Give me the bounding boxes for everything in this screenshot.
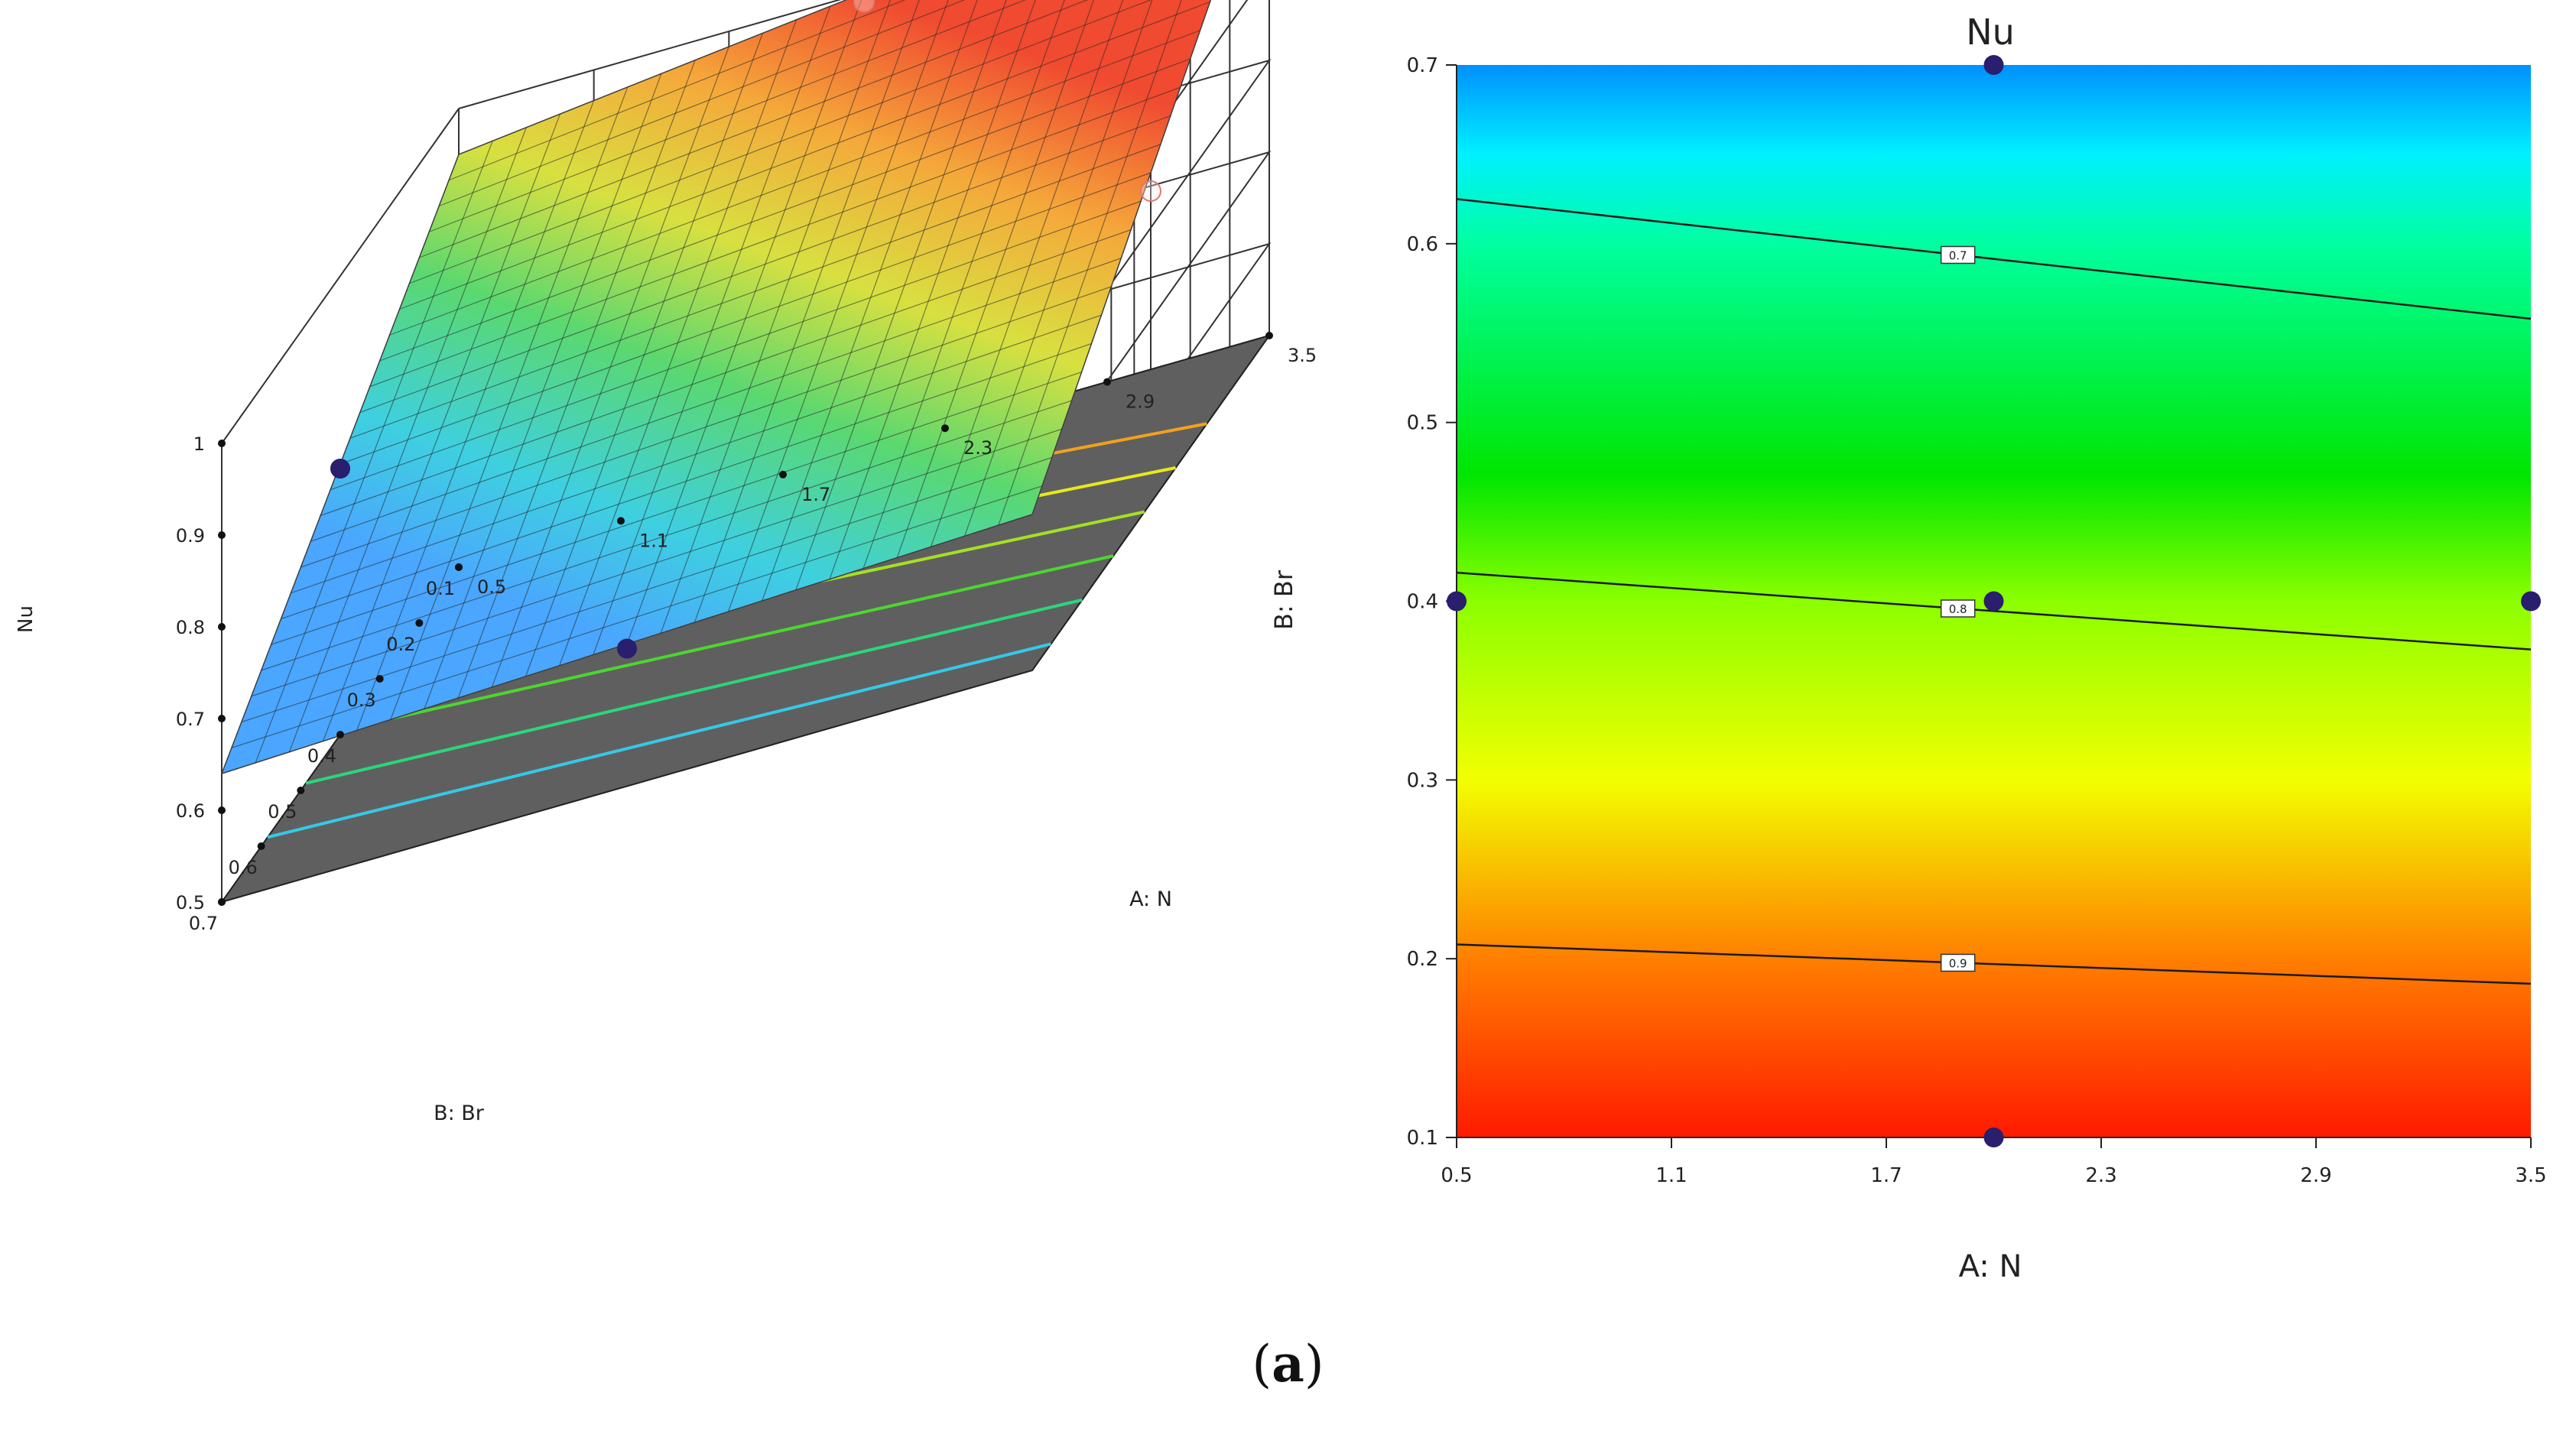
surface-mesh-line [429,0,1027,232]
y-tick-mark [375,675,384,683]
caption-close: ) [1304,1335,1324,1394]
z-tick-mark [218,623,226,631]
z-axis-label: Nu [15,605,37,633]
y-tick-label: 0.7 [189,913,218,934]
x-tick-mark [1265,332,1273,339]
x-tick-mark [617,517,625,525]
y-tick-mark [297,787,305,794]
z-tick-label: 1 [193,433,205,455]
design-point-2d [2521,591,2541,612]
surface-plot-3d: 0.5 0.6 0.7 0.8 0.9 1 0.5 1.1 1.7 2.3 2.9 3.5 0.7 0.6… [15,0,1317,1125]
y-axis-label-2d: B: Br [1269,569,1298,630]
x-tick-mark [1103,378,1111,386]
y-tick-label: 0.3 [347,690,376,711]
surface-mesh-line [458,0,847,155]
y-tick-label-2d: 0.7 [1407,54,1438,77]
y-tick-label: 0.5 [268,801,297,823]
design-point-3d [330,459,350,479]
z-tick-label: 0.6 [176,800,205,822]
contour-label-box [1940,599,1976,618]
design-point-2d [1983,591,2004,612]
design-point-3d [853,0,875,13]
design-points-3d [330,0,1161,659]
z-tick-label: 0.7 [176,709,205,730]
design-point-2d [1447,591,1467,612]
surface-mesh-line [964,0,1153,537]
floor-contour-line [305,598,1083,785]
x-tick-label: 0.5 [477,576,506,598]
x-tick-mark [941,424,949,433]
y-tick-label-2d: 0.3 [1407,769,1438,792]
y-axis-label-3d: B: Br [434,1102,485,1125]
contour-label: 0.7 [1949,248,1967,262]
x-tick-label: 1.7 [801,484,830,505]
y-tick-mark [336,731,344,738]
y-tick-label: 0.1 [426,578,455,599]
surface-mesh-line [930,0,1124,547]
axis-ticks-3d: 0.5 0.6 0.7 0.8 0.9 1 0.5 1.1 1.7 2.3 2.9 3.5 0.7 0.6… [176,332,1317,934]
y-tick-label-2d: 0.5 [1407,412,1438,435]
design-point-2d [1983,55,2004,75]
z-tick-label: 0.8 [176,617,205,638]
design-point-3d [617,638,637,659]
contour-plot: 0.7 0.8 0.9 0.1 0.2 0.3 0.4 0.5 0.6 0.7 0.5 1.1 1.7… [1269,11,2547,1284]
x-tick-label: 2.9 [1126,391,1155,413]
box-edge [221,108,460,444]
z-tick-label: 0.5 [176,892,205,913]
y-tick-label-2d: 0.4 [1407,591,1438,614]
z-tick-label: 0.9 [176,525,205,547]
x-tick-label: 1.1 [639,530,668,551]
surface-mesh-line [1031,0,1212,515]
x-tick-label-2d: 2.9 [2300,1164,2331,1187]
y-tick-label-2d: 0.1 [1407,1127,1438,1150]
contour-title: Nu [1966,11,2015,53]
x-axis-label-3d: A: N [1129,887,1172,911]
x-tick-mark [779,470,787,479]
surface-mesh-line [419,0,1089,258]
x-tick-label: 2.3 [963,437,992,459]
design-point-2d [1983,1128,2004,1147]
design-points-2d [1447,55,2541,1147]
design-point-3d [1140,180,1161,202]
floor-contour-line [343,554,1114,731]
contour-label-box [1940,953,1976,972]
x-tick-label-2d: 0.5 [1441,1164,1472,1187]
y-tick-label-2d: 0.6 [1407,233,1438,256]
y-tick-label: 0.2 [386,634,415,655]
surface-mesh-line [896,0,1094,558]
y-tick-label: 0.4 [307,745,336,767]
contour-label: 0.8 [1949,602,1967,616]
x-tick-label-2d: 2.3 [2085,1164,2116,1187]
y-tick-mark [415,619,424,627]
contour-line [1456,943,2532,985]
y-tick-label-2d: 0.2 [1407,948,1438,971]
surface-mesh-line [998,0,1182,526]
caption-open: ( [1252,1335,1272,1394]
contour-axes: 0.1 0.2 0.3 0.4 0.5 0.6 0.7 0.5 1.1 1.7 2.3 2.9 3.5 [1407,54,2547,1187]
z-tick-mark [218,531,226,539]
y-tick-mark [218,898,226,906]
z-tick-mark [218,440,226,447]
y-tick-mark [257,842,265,850]
y-tick-label: 0.6 [229,857,258,878]
floor-contour-line [267,642,1051,839]
response-surface [220,0,1212,775]
y-tick-mark [455,563,463,571]
x-tick-label-2d: 1.7 [1870,1164,1902,1187]
contour-label: 0.9 [1949,956,1967,970]
caption-letter: a [1272,1334,1304,1394]
x-tick-label-2d: 3.5 [2515,1164,2546,1187]
x-tick-label-2d: 1.1 [1655,1164,1687,1187]
surface-mesh-line [448,0,906,181]
x-axis-label-2d: A: N [1959,1249,2022,1284]
x-tick-label: 3.5 [1288,345,1317,366]
contour-line [1456,198,2532,320]
figure-caption: (a) [0,1334,2576,1394]
z-tick-mark [218,715,226,722]
z-tick-mark [218,806,226,814]
contour-label-box [1940,245,1976,264]
surface-mesh-line [438,0,966,207]
